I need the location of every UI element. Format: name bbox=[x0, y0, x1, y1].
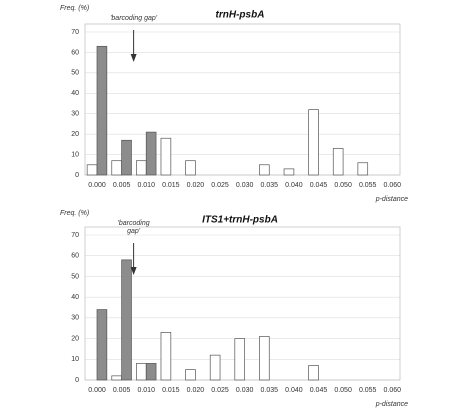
y-tick-label: 10 bbox=[71, 151, 79, 158]
bar bbox=[308, 109, 319, 176]
x-tick-label: 0.025 bbox=[211, 182, 229, 189]
bar bbox=[145, 363, 157, 381]
chart-title: ITS1+trnH-psbA bbox=[202, 215, 278, 226]
x-tick-label: 0.050 bbox=[334, 182, 352, 189]
x-tick-label: 0.010 bbox=[137, 387, 155, 394]
y-tick-label: 10 bbox=[71, 356, 79, 363]
x-tick-label: 0.060 bbox=[384, 182, 402, 189]
bar bbox=[121, 139, 132, 176]
x-tick-label: 0.015 bbox=[162, 387, 180, 394]
bar bbox=[259, 336, 270, 381]
y-axis-label: Freq. (%) bbox=[60, 210, 89, 217]
bar bbox=[308, 365, 319, 381]
x-tick-label: 0.035 bbox=[261, 387, 279, 394]
bar bbox=[234, 338, 246, 381]
bar bbox=[121, 259, 132, 381]
arrow-head bbox=[130, 54, 137, 62]
annotation: 'barcoding gap' bbox=[110, 15, 158, 22]
x-tick-label: 0.050 bbox=[334, 387, 352, 394]
y-tick-label: 20 bbox=[71, 335, 79, 342]
y-tick-label: 30 bbox=[71, 111, 79, 118]
bar bbox=[136, 363, 147, 381]
y-tick-label: 50 bbox=[71, 70, 79, 77]
x-tick-label: 0.045 bbox=[310, 387, 328, 394]
bar bbox=[357, 162, 369, 176]
y-tick-label: 40 bbox=[71, 90, 79, 97]
x-tick-label: 0.040 bbox=[285, 182, 303, 189]
x-tick-label: 0.055 bbox=[359, 387, 377, 394]
x-tick-label: 0.005 bbox=[113, 182, 131, 189]
bar bbox=[96, 45, 108, 176]
chart-title: trnH-psbA bbox=[216, 10, 265, 21]
bar bbox=[86, 164, 98, 176]
bar bbox=[96, 309, 108, 381]
x-tick-label: 0.020 bbox=[187, 182, 205, 189]
x-tick-label: 0.000 bbox=[88, 182, 106, 189]
x-tick-label: 0.015 bbox=[162, 182, 180, 189]
y-tick-label: 70 bbox=[71, 232, 79, 239]
bar bbox=[111, 375, 122, 381]
x-tick-label: 0.010 bbox=[137, 182, 155, 189]
y-tick-label: 70 bbox=[71, 29, 79, 36]
bar bbox=[185, 369, 196, 381]
bar bbox=[136, 160, 147, 176]
x-tick-label: 0.060 bbox=[384, 387, 402, 394]
x-tick-label: 0.005 bbox=[113, 387, 131, 394]
annotation: 'barcoding bbox=[118, 220, 150, 227]
x-tick-label: 0.040 bbox=[285, 387, 303, 394]
bar bbox=[185, 160, 196, 176]
y-tick-label: 20 bbox=[71, 131, 79, 138]
y-tick-label: 30 bbox=[71, 315, 79, 322]
y-tick-label: 0 bbox=[75, 377, 79, 384]
bar bbox=[283, 168, 295, 176]
y-tick-label: 60 bbox=[71, 253, 79, 260]
plot-frame bbox=[84, 23, 401, 176]
x-tick-label: 0.035 bbox=[261, 182, 279, 189]
bar bbox=[160, 332, 172, 381]
arrow-head bbox=[130, 267, 137, 275]
x-tick-label: 0.030 bbox=[236, 387, 254, 394]
y-axis-label: Freq. (%) bbox=[60, 5, 89, 12]
x-tick-label: 0.055 bbox=[359, 182, 377, 189]
y-tick-label: 50 bbox=[71, 273, 79, 280]
x-axis-label: p-distance bbox=[375, 196, 408, 203]
bar bbox=[259, 164, 270, 176]
x-tick-label: 0.030 bbox=[236, 182, 254, 189]
y-tick-label: 60 bbox=[71, 49, 79, 56]
bar bbox=[332, 148, 344, 176]
x-tick-label: 0.020 bbox=[187, 387, 205, 394]
x-tick-label: 0.045 bbox=[310, 182, 328, 189]
y-tick-label: 40 bbox=[71, 294, 79, 301]
bar bbox=[145, 131, 157, 176]
bar bbox=[209, 354, 221, 381]
bar bbox=[160, 137, 172, 176]
x-tick-label: 0.000 bbox=[88, 387, 106, 394]
annotation: gap' bbox=[127, 228, 141, 235]
x-axis-label: p-distance bbox=[375, 401, 408, 408]
x-tick-label: 0.025 bbox=[211, 387, 229, 394]
bar bbox=[111, 160, 122, 176]
y-tick-label: 0 bbox=[75, 172, 79, 179]
